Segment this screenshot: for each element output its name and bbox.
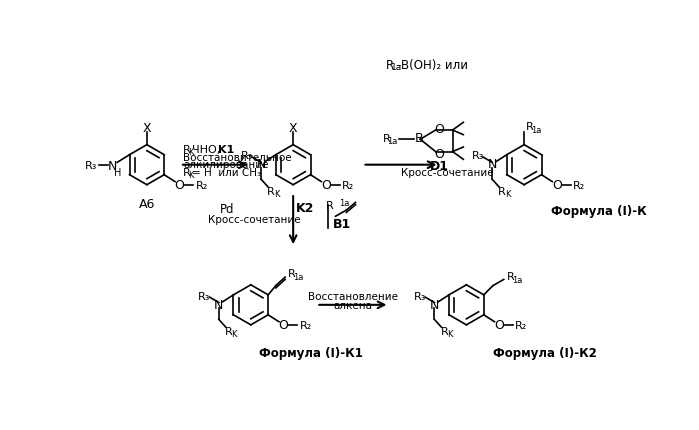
- Text: Восстановление: Восстановление: [308, 291, 398, 301]
- Text: 1a: 1a: [387, 137, 397, 146]
- Text: K: K: [274, 189, 280, 198]
- Text: O: O: [279, 319, 289, 332]
- Text: R: R: [440, 326, 448, 336]
- Text: R: R: [498, 187, 506, 197]
- Text: R₂: R₂: [196, 180, 208, 190]
- Text: R: R: [267, 187, 275, 197]
- Text: K: K: [447, 329, 453, 338]
- Text: R₂: R₂: [573, 180, 585, 190]
- Text: R: R: [288, 269, 296, 279]
- Text: R₂: R₂: [515, 320, 528, 330]
- Text: Формула (I)-К: Формула (I)-К: [551, 205, 647, 218]
- Text: N: N: [257, 158, 266, 171]
- Text: R: R: [326, 201, 334, 211]
- Text: R₃: R₃: [471, 151, 484, 161]
- Text: 1a: 1a: [531, 126, 542, 135]
- Text: R: R: [507, 272, 514, 282]
- Text: K: K: [188, 148, 193, 157]
- Text: B: B: [415, 132, 423, 145]
- Text: 1a: 1a: [512, 275, 523, 284]
- Text: N: N: [108, 160, 117, 172]
- Text: O: O: [494, 319, 504, 332]
- Text: Формула (I)-К1: Формула (I)-К1: [259, 346, 362, 359]
- Text: = H  или CH₃: = H или CH₃: [192, 168, 261, 178]
- Text: R: R: [386, 59, 394, 72]
- Text: K2: K2: [296, 201, 314, 214]
- Text: N: N: [214, 298, 224, 311]
- Text: R: R: [383, 133, 391, 143]
- Text: A6: A6: [138, 197, 155, 210]
- Text: R: R: [526, 122, 533, 132]
- Text: 1a: 1a: [340, 199, 350, 207]
- Text: K: K: [505, 189, 510, 198]
- Text: алкилирование: алкилирование: [183, 160, 268, 169]
- Text: N: N: [430, 298, 439, 311]
- Text: R: R: [225, 326, 233, 336]
- Text: R₃: R₃: [414, 291, 426, 301]
- Text: R₂: R₂: [342, 180, 354, 190]
- Text: O: O: [175, 179, 185, 192]
- Text: алкена: алкена: [333, 300, 373, 310]
- Text: 1a: 1a: [294, 272, 304, 281]
- Text: X: X: [143, 122, 151, 135]
- Text: Восстановительное: Восстановительное: [183, 153, 291, 163]
- Text: Кросс-сочетание: Кросс-сочетание: [401, 168, 493, 178]
- Text: O: O: [321, 179, 331, 192]
- Text: H: H: [113, 167, 121, 177]
- Text: R: R: [183, 168, 191, 178]
- Text: K: K: [231, 329, 237, 338]
- Text: -B(OH)₂ или: -B(OH)₂ или: [397, 59, 468, 72]
- Text: O: O: [435, 147, 445, 160]
- Text: R₂: R₂: [300, 320, 312, 330]
- Text: N: N: [487, 158, 497, 171]
- Text: Кросс-сочетание: Кросс-сочетание: [208, 214, 301, 224]
- Text: X: X: [289, 122, 298, 135]
- Text: R₃: R₃: [240, 151, 253, 161]
- Text: O: O: [435, 123, 445, 136]
- Text: Pd: Pd: [220, 203, 235, 215]
- Text: D1: D1: [430, 160, 449, 172]
- Text: B1: B1: [333, 218, 351, 231]
- Text: R₃: R₃: [85, 160, 97, 170]
- Text: K1: K1: [219, 145, 235, 155]
- Text: R₃: R₃: [198, 291, 210, 301]
- Text: K: K: [188, 171, 193, 180]
- Text: O: O: [552, 179, 562, 192]
- Text: R: R: [183, 145, 191, 155]
- Text: Формула (I)-К2: Формула (I)-К2: [493, 346, 597, 359]
- Text: 1a: 1a: [391, 63, 402, 72]
- Text: ЧНО,: ЧНО,: [192, 145, 219, 155]
